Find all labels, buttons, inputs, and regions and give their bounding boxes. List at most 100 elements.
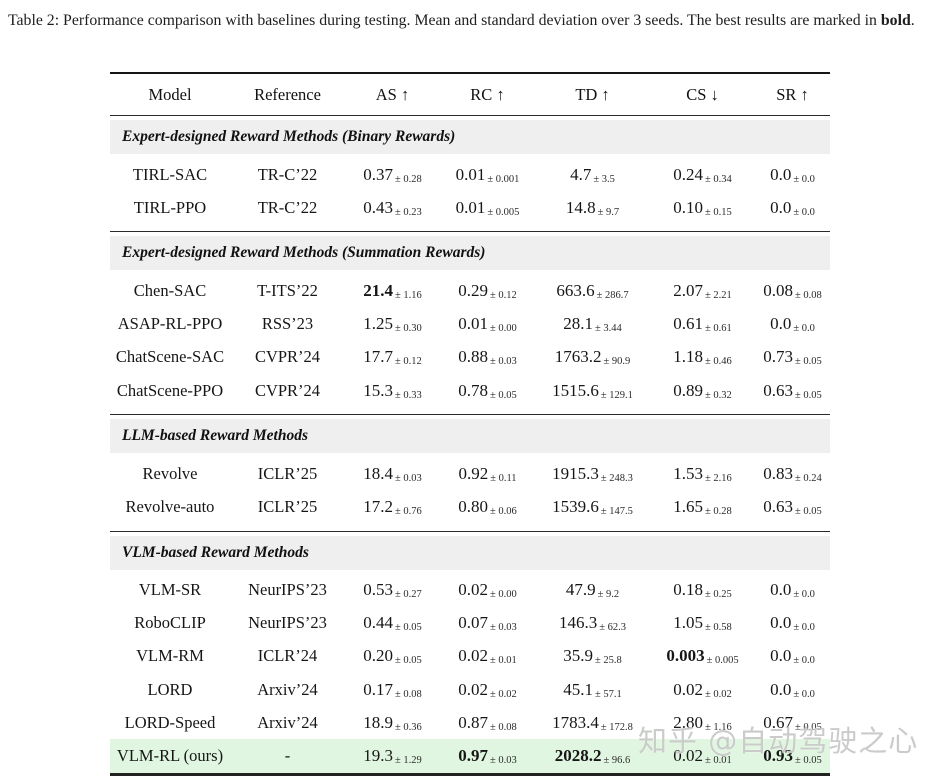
metric-stddev: ± 0.12 bbox=[394, 356, 422, 368]
metric-value: 0.0 bbox=[770, 164, 792, 184]
section-title: Expert-designed Reward Methods (Summatio… bbox=[110, 236, 830, 271]
section-title: VLM-based Reward Methods bbox=[110, 535, 830, 570]
metric-cell: 0.003 ± 0.005 bbox=[650, 646, 755, 666]
metric-value: 0.18 bbox=[673, 580, 703, 600]
metric-cell: 0.01 ± 0.001 bbox=[440, 165, 535, 185]
metric-stddev: ± 0.00 bbox=[489, 323, 517, 335]
model-name-cell: TIRL-SAC bbox=[132, 164, 208, 184]
metric-stddev: ± 0.0 bbox=[793, 323, 815, 335]
metric-cell: 14.8 ± 9.7 bbox=[535, 198, 650, 218]
table-row: VLM-RM ICLR’24 0.20 ± 0.05 0.02 ± 0.01 35.9 ± 2… bbox=[110, 640, 830, 673]
caption-suffix: . bbox=[910, 12, 915, 29]
metric-cell: 47.9 ± 9.2 bbox=[535, 580, 650, 600]
metric-stddev: ± 2.16 bbox=[704, 472, 732, 484]
reference-cell: TR-C’22 bbox=[257, 197, 318, 217]
section-title: LLM-based Reward Methods bbox=[110, 419, 830, 454]
reference-cell: NeurIPS’23 bbox=[248, 580, 327, 600]
table-body: Expert-designed Reward Methods (Binary R… bbox=[110, 120, 830, 773]
metric-stddev: ± 0.05 bbox=[394, 622, 422, 634]
metric-cell: 0.87 ± 0.08 bbox=[440, 713, 535, 733]
reference-cell: Arxiv’24 bbox=[257, 712, 318, 732]
metric-stddev: ± 0.0 bbox=[793, 655, 815, 667]
model-name-cell: ChatScene-SAC bbox=[115, 347, 225, 367]
metric-stddev: ± 0.05 bbox=[794, 505, 822, 517]
metric-stddev: ± 0.03 bbox=[489, 622, 517, 634]
metric-cell: 0.0 ± 0.0 bbox=[755, 580, 830, 600]
table-row: TIRL-SAC TR-C’22 0.37 ± 0.28 0.01 ± 0.001 4.7 ±… bbox=[110, 158, 830, 191]
metric-cell: 1783.4 ± 172.8 bbox=[535, 713, 650, 733]
metric-stddev: ± 0.27 bbox=[394, 589, 422, 601]
metric-stddev: ± 9.2 bbox=[597, 589, 620, 601]
reference-cell: - bbox=[284, 746, 291, 766]
model-name-cell: VLM-SR bbox=[138, 580, 202, 600]
metric-cell: 0.07 ± 0.03 bbox=[440, 613, 535, 633]
metric-value: 0.08 bbox=[763, 280, 793, 300]
metric-cell: 2.80 ± 1.16 bbox=[650, 713, 755, 733]
reference-cell: CVPR’24 bbox=[254, 347, 321, 367]
metric-cell: 663.6 ± 286.7 bbox=[535, 281, 650, 301]
metric-cell: 18.4 ± 0.03 bbox=[345, 464, 440, 484]
model-name-cell: LORD bbox=[147, 679, 193, 699]
reference-cell: RSS’23 bbox=[261, 314, 314, 334]
metric-stddev: ± 3.5 bbox=[593, 173, 615, 185]
section-gap bbox=[110, 224, 830, 231]
table-header-row: Model Reference AS ↑ RC ↑ TD ↑ CS ↓ SR ↑ bbox=[110, 74, 830, 115]
metric-value: 1763.2 bbox=[554, 347, 602, 367]
metric-cell: 0.88 ± 0.03 bbox=[440, 347, 535, 367]
metric-stddev: ± 0.05 bbox=[794, 356, 822, 368]
metric-cell: 0.0 ± 0.0 bbox=[755, 198, 830, 218]
metric-value: 0.02 bbox=[673, 679, 703, 699]
header-bottom-rule bbox=[110, 115, 830, 116]
metric-value: 2028.2 bbox=[554, 746, 602, 766]
metric-stddev: ± 0.46 bbox=[704, 356, 732, 368]
metric-cell: 0.02 ± 0.01 bbox=[440, 646, 535, 666]
table-caption: Table 2: Performance comparison with bas… bbox=[8, 12, 934, 31]
reference-cell: NeurIPS’23 bbox=[248, 613, 327, 633]
metric-value: 0.63 bbox=[763, 496, 793, 516]
metric-value: 0.0 bbox=[770, 679, 792, 699]
metric-value: 0.0 bbox=[770, 646, 792, 666]
metric-cell: 17.7 ± 0.12 bbox=[345, 347, 440, 367]
metric-value: 1783.4 bbox=[552, 712, 599, 732]
metric-value: 19.3 bbox=[363, 746, 393, 766]
metric-cell: 0.93 ± 0.05 bbox=[755, 746, 830, 766]
reference-cell: T-ITS’22 bbox=[257, 280, 318, 300]
metric-value: 0.78 bbox=[458, 380, 488, 400]
metric-cell: 1915.3 ± 248.3 bbox=[535, 464, 650, 484]
metric-stddev: ± 0.05 bbox=[794, 755, 822, 767]
metric-value: 0.63 bbox=[763, 380, 793, 400]
metric-value: 1915.3 bbox=[552, 463, 599, 483]
section-title: Expert-designed Reward Methods (Binary R… bbox=[110, 120, 830, 154]
table-row: ChatScene-SAC CVPR’24 17.7 ± 0.12 0.88 ± 0.03… bbox=[110, 341, 830, 374]
metric-stddev: ± 1.16 bbox=[394, 289, 422, 301]
model-name-cell: ASAP-RL-PPO bbox=[117, 314, 223, 334]
metric-cell: 45.1 ± 57.1 bbox=[535, 680, 650, 700]
metric-cell: 0.89 ± 0.32 bbox=[650, 381, 755, 401]
metric-value: 21.4 bbox=[363, 280, 393, 300]
metric-cell: 0.83 ± 0.24 bbox=[755, 464, 830, 484]
model-name-cell: ChatScene-PPO bbox=[116, 380, 224, 400]
caption-bold-word: bold bbox=[880, 12, 911, 29]
table-row: Revolve ICLR’25 18.4 ± 0.03 0.92 ± 0.11 1915.3… bbox=[110, 457, 830, 490]
metric-cell: 28.1 ± 3.44 bbox=[535, 314, 650, 334]
metric-value: 1.53 bbox=[673, 463, 703, 483]
metric-stddev: ± 0.06 bbox=[489, 505, 517, 517]
metric-cell: 15.3 ± 0.33 bbox=[345, 381, 440, 401]
metric-cell: 1.25 ± 0.30 bbox=[345, 314, 440, 334]
table-row: Chen-SAC T-ITS’22 21.4 ± 1.16 0.29 ± 0.12 663.… bbox=[110, 274, 830, 307]
metric-stddev: ± 0.03 bbox=[489, 755, 517, 767]
metric-value: 18.4 bbox=[363, 463, 393, 483]
metric-cell: 1539.6 ± 147.5 bbox=[535, 497, 650, 517]
metric-value: 1.18 bbox=[673, 347, 703, 367]
metric-value: 45.1 bbox=[563, 679, 593, 699]
metric-stddev: ± 172.8 bbox=[600, 721, 633, 733]
metric-stddev: ± 0.03 bbox=[394, 472, 422, 484]
metric-value: 0.83 bbox=[763, 463, 793, 483]
metric-value: 1.65 bbox=[673, 496, 703, 516]
section-gap bbox=[110, 407, 830, 414]
metric-stddev: ± 0.28 bbox=[394, 173, 422, 185]
metric-cell: 0.24 ± 0.34 bbox=[650, 165, 755, 185]
metric-cell: 17.2 ± 0.76 bbox=[345, 497, 440, 517]
metric-stddev: ± 0.61 bbox=[704, 323, 732, 335]
metric-stddev: ± 25.8 bbox=[594, 655, 622, 667]
